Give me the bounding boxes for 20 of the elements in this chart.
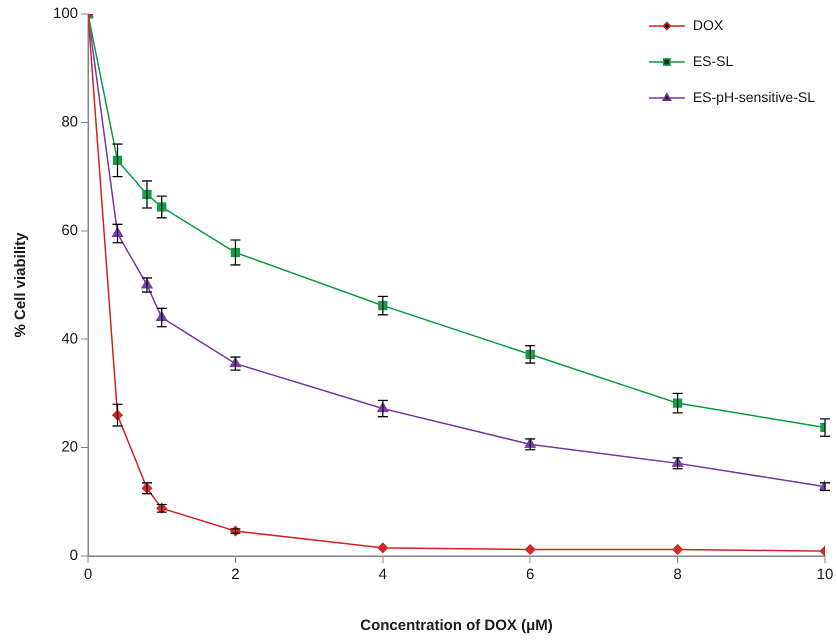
point — [524, 544, 536, 555]
y-tick-label: 0 — [70, 547, 78, 564]
x-tick-label: 2 — [231, 566, 240, 584]
y-axis-title: % Cell viability — [12, 232, 30, 338]
x-tick-label: 0 — [84, 566, 92, 584]
point — [672, 544, 683, 555]
y-tick-label: 100 — [52, 5, 78, 22]
y-tick-label: 80 — [61, 114, 78, 131]
x-tick-label: 10 — [816, 566, 834, 584]
y-tick-label: 20 — [61, 438, 78, 456]
legend-label: ES-pH-sensitive-SL — [692, 88, 816, 105]
x-tick-label: 4 — [378, 566, 387, 584]
y-tick-label: 40 — [61, 330, 78, 348]
point — [378, 542, 388, 554]
legend-label: DOX — [692, 16, 724, 33]
y-tick-label: 60 — [61, 222, 78, 239]
x-axis-title: Concentration of DOX (μM) — [360, 617, 553, 634]
x-tick-label: 6 — [526, 566, 534, 584]
legend-label: ES-SL — [692, 52, 734, 69]
x-tick-label: 8 — [673, 566, 682, 584]
